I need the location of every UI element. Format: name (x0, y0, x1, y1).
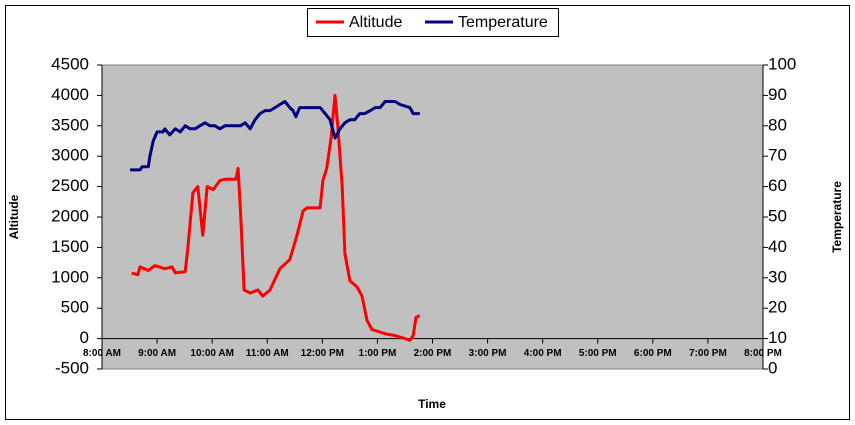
x-tick-label: 7:00 PM (689, 348, 727, 359)
y-axis-title: Altitude (7, 194, 21, 239)
y2-tick-label: 30 (768, 267, 787, 286)
x-tick-label: 9:00 AM (138, 348, 176, 359)
y-tick-label: -500 (55, 358, 89, 377)
x-tick-label: 1:00 PM (359, 348, 397, 359)
x-tick-label: 12:00 PM (301, 348, 344, 359)
x-tick-label: 8:00 AM (83, 348, 121, 359)
x-tick-label: 8:00 PM (744, 348, 782, 359)
y-tick-label: 0 (80, 328, 89, 347)
x-tick-label: 4:00 PM (524, 348, 562, 359)
y2-tick-label: 50 (768, 206, 787, 225)
legend-label: Altitude (349, 14, 402, 31)
y2-tick-label: 100 (768, 54, 796, 73)
y-tick-label: 1000 (51, 267, 89, 286)
y2-tick-label: 10 (768, 328, 787, 347)
y2-tick-label: 20 (768, 298, 787, 317)
x-tick-label: 3:00 PM (469, 348, 507, 359)
y-tick-label: 3500 (51, 115, 89, 134)
y-tick-label: 2000 (51, 206, 89, 225)
x-tick-label: 6:00 PM (634, 348, 672, 359)
y2-tick-label: 80 (768, 115, 787, 134)
plot-area (101, 64, 764, 370)
y2-tick-label: 90 (768, 85, 787, 104)
y-tick-label: 2500 (51, 176, 89, 195)
legend-label: Temperature (458, 14, 548, 31)
series-line (131, 93, 421, 342)
y-tick-label: 4000 (51, 85, 89, 104)
x-tick-label: 2:00 PM (414, 348, 452, 359)
x-tick-label: 5:00 PM (579, 348, 617, 359)
y-tick-label: 1500 (51, 237, 89, 256)
y2-tick-label: 70 (768, 146, 787, 165)
y2-axis-title: Temperature (830, 181, 844, 253)
y-tick-label: 3000 (51, 146, 89, 165)
series-line (130, 100, 420, 172)
x-tick-label: 10:00 AM (190, 348, 234, 359)
y2-tick-label: 60 (768, 176, 787, 195)
y-tick-label: 4500 (51, 54, 89, 73)
y2-tick-label: 40 (768, 237, 787, 256)
x-axis-title: Time (418, 397, 446, 411)
y2-tick-label: 0 (768, 358, 777, 377)
x-tick-label: 11:00 AM (246, 348, 289, 359)
y-tick-label: 500 (61, 298, 89, 317)
